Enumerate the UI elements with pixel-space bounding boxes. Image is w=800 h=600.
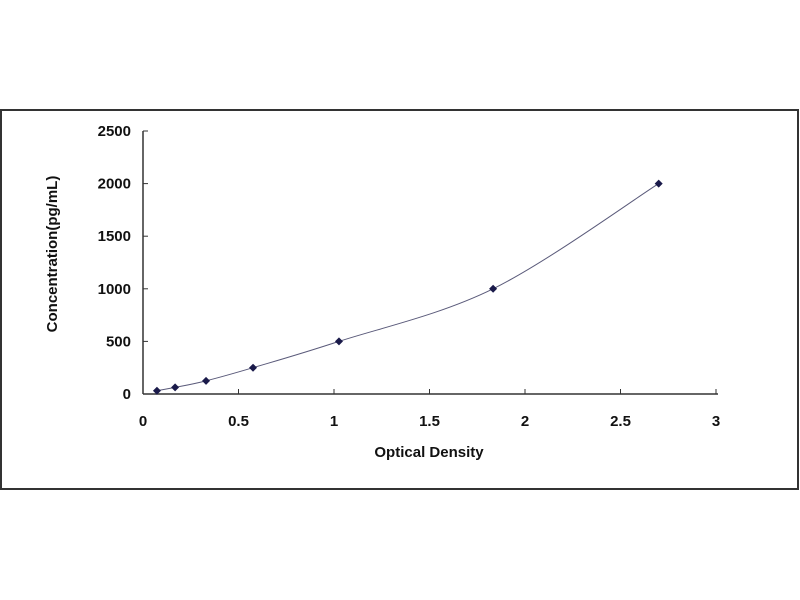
data-point — [334, 337, 343, 346]
data-point — [152, 386, 161, 395]
x-tick-label: 1.5 — [419, 413, 440, 430]
y-axis-label: Concentration(pg/mL) — [44, 176, 61, 333]
chart-frame — [0, 109, 799, 490]
x-tick-label: 2.5 — [610, 413, 631, 430]
y-tick-label: 2000 — [98, 176, 131, 193]
data-point — [171, 383, 180, 392]
x-axis-label: Optical Density — [374, 444, 484, 461]
x-tick-label: 2 — [521, 413, 529, 430]
x-tick-label: 3 — [712, 413, 720, 430]
data-point — [654, 179, 663, 188]
x-tick-label: 0.5 — [228, 413, 249, 430]
y-tick-label: 500 — [106, 333, 131, 350]
data-point — [249, 363, 258, 372]
y-tick-label: 0 — [123, 386, 131, 403]
x-tick-label: 1 — [330, 413, 338, 430]
data-point — [489, 284, 498, 293]
y-tick-label: 1500 — [98, 228, 131, 245]
y-tick-label: 2500 — [98, 123, 131, 140]
x-tick-label: 0 — [139, 413, 147, 430]
fit-curve — [156, 183, 659, 392]
data-point — [202, 376, 211, 385]
y-tick-label: 1000 — [98, 281, 131, 298]
